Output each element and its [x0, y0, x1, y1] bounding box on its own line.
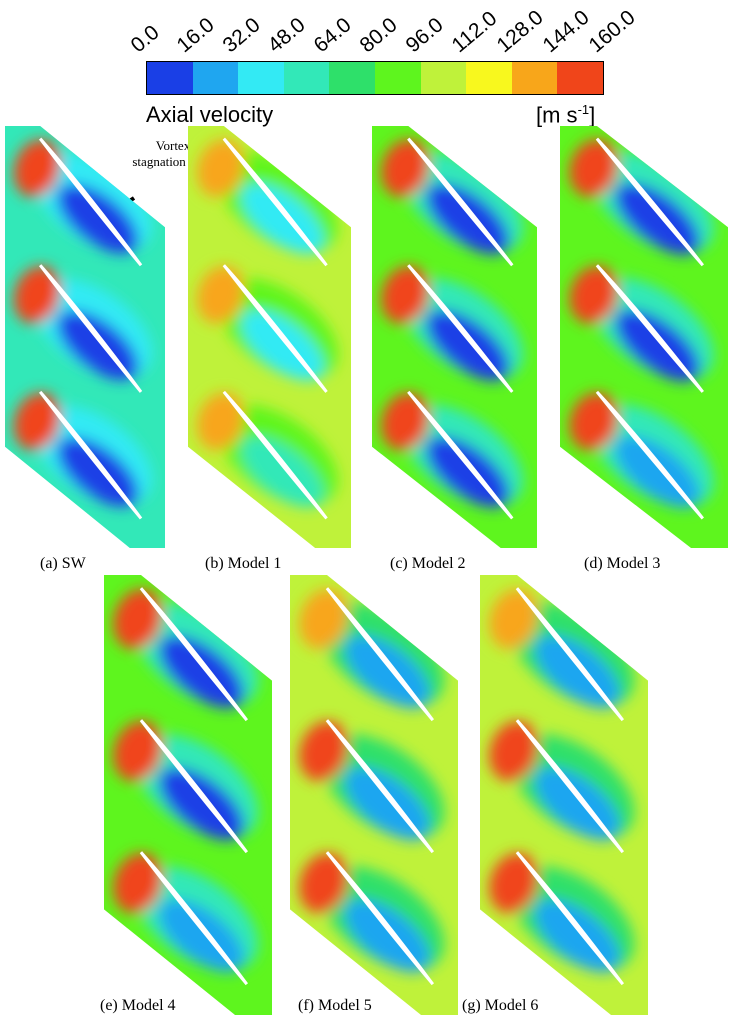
blade — [39, 264, 143, 393]
contour-plot — [372, 126, 537, 548]
contour-panel — [188, 126, 351, 548]
colorbar-swatch — [557, 62, 603, 94]
blade — [139, 719, 249, 854]
high-velocity-region — [113, 852, 163, 914]
colorbar-title: Axial velocity — [146, 102, 274, 127]
blade — [515, 587, 625, 722]
high-velocity-region — [113, 588, 163, 650]
blade — [515, 719, 625, 854]
high-velocity-region — [196, 392, 245, 451]
colorbar-swatch — [238, 62, 284, 94]
blade — [139, 851, 249, 986]
panel-caption: (g) Model 6 — [462, 997, 539, 1014]
contour-panel — [480, 575, 648, 1015]
blade — [407, 264, 514, 393]
blade — [222, 390, 328, 520]
high-velocity-region — [13, 139, 61, 197]
high-velocity-region — [489, 720, 539, 782]
blade — [325, 719, 435, 854]
high-velocity-region — [381, 265, 429, 324]
high-velocity-region — [381, 139, 429, 198]
high-velocity-region — [113, 720, 163, 782]
contour-plot — [188, 126, 351, 548]
annotation-line-1: Vortex — [155, 138, 191, 153]
colorbar-swatch — [192, 62, 239, 94]
flow-field — [480, 575, 648, 1015]
contour-plot — [104, 575, 272, 1015]
colorbar-swatch — [511, 62, 558, 94]
blade — [325, 851, 435, 986]
panel-caption: (a) SW — [40, 555, 86, 572]
high-velocity-region — [299, 588, 349, 650]
blade — [39, 137, 143, 267]
blade — [222, 264, 328, 393]
units-base: [m s — [536, 102, 578, 128]
contour-panel — [372, 126, 537, 548]
flow-field — [5, 126, 165, 548]
colorbar-units: [m s-1] — [536, 102, 595, 128]
high-velocity-region — [196, 265, 245, 324]
blade — [139, 587, 249, 722]
colorbar-swatch — [466, 62, 512, 94]
units-close: ] — [589, 102, 596, 128]
flow-field — [290, 575, 458, 1015]
colorbar-swatch — [374, 62, 421, 94]
high-velocity-region — [489, 588, 539, 650]
contour-panel — [5, 126, 165, 548]
blade — [515, 851, 625, 986]
colorbar-swatch — [329, 62, 375, 94]
colorbar-swatch — [420, 62, 467, 94]
high-velocity-region — [381, 392, 429, 451]
blade — [325, 587, 435, 722]
high-velocity-region — [489, 852, 539, 914]
blade — [407, 390, 514, 520]
panel-caption: (b) Model 1 — [205, 555, 282, 572]
flow-field — [104, 575, 272, 1015]
panel-caption: (f) Model 5 — [298, 997, 372, 1014]
blade — [407, 137, 514, 267]
blade — [595, 137, 704, 267]
contour-plot — [560, 126, 728, 548]
colorbar-swatch — [147, 62, 193, 94]
blade — [595, 264, 704, 393]
panel-caption: (e) Model 4 — [100, 997, 176, 1014]
flow-field — [372, 126, 537, 548]
high-velocity-region — [299, 852, 349, 914]
high-velocity-region — [13, 266, 61, 324]
panel-caption: (d) Model 3 — [584, 555, 661, 572]
blade — [595, 390, 704, 520]
flow-field — [560, 126, 728, 548]
units-exponent: -1 — [577, 102, 590, 117]
high-velocity-region — [13, 392, 61, 451]
high-velocity-region — [569, 139, 618, 198]
blade — [222, 137, 328, 267]
contour-panel — [290, 575, 458, 1015]
colorbar-swatch — [283, 62, 330, 94]
colorbar — [146, 61, 604, 95]
contour-panel — [104, 575, 272, 1015]
contour-panel — [560, 126, 728, 548]
high-velocity-region — [569, 392, 618, 451]
flow-field — [188, 126, 351, 548]
panel-caption: (c) Model 2 — [390, 555, 466, 572]
high-velocity-region — [196, 139, 245, 198]
blade — [39, 390, 143, 520]
contour-plot — [290, 575, 458, 1015]
high-velocity-region — [299, 720, 349, 782]
contour-plot — [5, 126, 165, 548]
high-velocity-region — [569, 265, 618, 324]
contour-plot — [480, 575, 648, 1015]
